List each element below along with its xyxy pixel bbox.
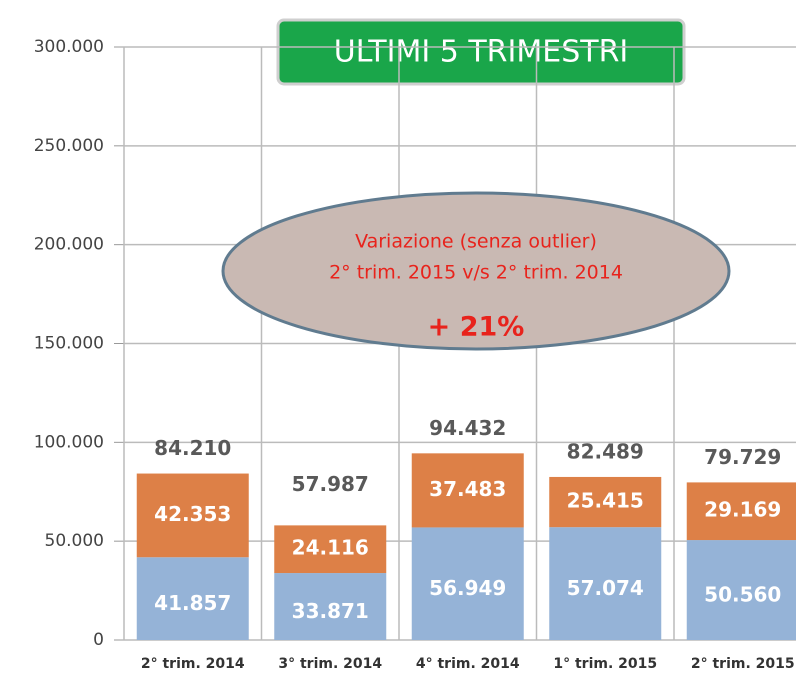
value-label: 24.116 xyxy=(292,536,369,560)
y-tick-label: 200.000 xyxy=(34,235,104,255)
value-label: 56.949 xyxy=(429,576,506,600)
bar-segment xyxy=(274,573,387,640)
total-label: 84.210 xyxy=(154,436,231,460)
y-tick-label: 300.000 xyxy=(34,37,104,57)
x-tick-label: 2° trim. 2014 xyxy=(141,656,245,672)
bars: 2° trim. 2014 41.857 42.353 84.210 3° trim. … xyxy=(136,416,796,672)
bar-segment xyxy=(549,527,662,640)
x-tick-label: 1° trim. 2015 xyxy=(553,656,657,672)
annotation: Variazione (senza outlier) xyxy=(355,231,597,253)
value-label: 29.169 xyxy=(704,498,781,522)
total-label: 82.489 xyxy=(567,439,644,463)
bar-segment xyxy=(549,476,662,528)
y-tick-label: 150.000 xyxy=(34,334,104,354)
x-tick-label: 4° trim. 2014 xyxy=(416,656,520,672)
x-tick-label: 2° trim. 2015 xyxy=(691,656,795,672)
bar-segment xyxy=(136,557,249,640)
value-label: 50.560 xyxy=(704,583,781,607)
total-label: 79.729 xyxy=(704,445,781,469)
value-label: 41.857 xyxy=(154,591,231,615)
y-tick-label: 250.000 xyxy=(34,136,104,156)
annotation-ellipse xyxy=(221,191,731,351)
total-label: 94.432 xyxy=(429,416,506,440)
bar-segment xyxy=(411,527,524,640)
y-tick-label: 50.000 xyxy=(45,531,104,551)
y-tick-label: 100.000 xyxy=(34,432,104,452)
bar-segment xyxy=(686,540,796,640)
value-label: 57.074 xyxy=(567,576,644,600)
title-box xyxy=(276,18,686,86)
value-label: 33.871 xyxy=(292,599,369,623)
bar-segment xyxy=(136,473,249,558)
chart-title: ULTIMI 5 TRIMESTRI xyxy=(334,35,629,70)
x-tick-label: 3° trim. 2014 xyxy=(278,656,382,672)
annotation: + 21% xyxy=(428,312,525,343)
bar-segment xyxy=(686,482,796,541)
bar-segment xyxy=(411,453,524,528)
grid: 0 50.000 100.000 150.000 200.000 250.000 300.0… xyxy=(34,37,796,650)
annotation: 2° trim. 2015 v/s 2° trim. 2014 xyxy=(329,262,623,284)
value-label: 42.353 xyxy=(154,502,231,526)
bar-segment xyxy=(274,525,387,574)
value-label: 25.415 xyxy=(567,489,644,513)
y-tick-label: 0 xyxy=(93,630,104,650)
total-label: 57.987 xyxy=(292,472,369,496)
value-label: 37.483 xyxy=(429,477,506,501)
